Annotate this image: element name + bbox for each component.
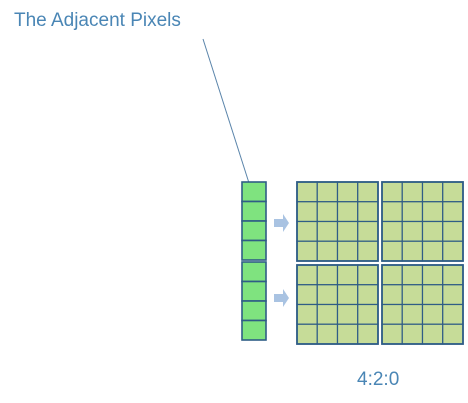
grid-pixel-cell (296, 284, 318, 306)
adjacent-pixel-cell (241, 181, 267, 203)
grid-pixel-cell (316, 264, 339, 286)
grid-pixel-cell (336, 220, 359, 242)
grid-pixel-cell (401, 181, 424, 203)
grid-pixel-cell (421, 240, 444, 262)
grid-pixel-cell (401, 201, 424, 223)
grid-pixel-cell (296, 323, 318, 345)
arrow-right-icon (274, 289, 289, 307)
grid-pixel-cell (442, 303, 464, 325)
grid-pixel-cell (401, 284, 424, 306)
arrow-right-icon (274, 214, 289, 232)
grid-pixel-cell (442, 323, 464, 345)
grid-pixel-cell (442, 181, 464, 203)
adjacent-pixel-cell (241, 300, 267, 322)
grid-pixel-cell (336, 303, 359, 325)
grid-pixel-cell (357, 264, 379, 286)
grid-pixel-cell (316, 201, 339, 223)
grid-pixel-cell (357, 303, 379, 325)
grid-block-border (381, 181, 464, 262)
grid-pixel-cell (381, 264, 403, 286)
grid-pixel-cell (357, 220, 379, 242)
diagram-caption: 4:2:0 (357, 369, 400, 390)
grid-pixel-cell (381, 284, 403, 306)
adjacent-pixel-cell (241, 200, 267, 222)
adjacent-pixel-cell (241, 261, 267, 283)
leader-line (202, 38, 250, 184)
grid-pixel-cell (316, 303, 339, 325)
grid-pixel-cell (357, 323, 379, 345)
grid-pixel-cell (381, 240, 403, 262)
adjacent-pixel-cell (241, 239, 267, 261)
grid-pixel-cell (336, 264, 359, 286)
grid-block-border (296, 264, 379, 345)
grid-pixel-cell (421, 220, 444, 242)
grid-pixel-cell (296, 201, 318, 223)
pixel-grid (296, 181, 464, 345)
grid-pixel-cell (421, 284, 444, 306)
grid-pixel-cell (316, 323, 339, 345)
grid-pixel-cell (336, 201, 359, 223)
grid-pixel-cell (442, 284, 464, 306)
grid-pixel-cell (357, 284, 379, 306)
grid-pixel-cell (381, 323, 403, 345)
grid-pixel-cell (401, 240, 424, 262)
grid-pixel-cell (357, 240, 379, 262)
grid-pixel-cell (421, 323, 444, 345)
grid-block-border (381, 264, 464, 345)
grid-pixel-cell (421, 181, 444, 203)
grid-pixel-cell (442, 264, 464, 286)
grid-pixel-cell (401, 220, 424, 242)
grid-pixel-cell (336, 284, 359, 306)
grid-pixel-cell (442, 240, 464, 262)
grid-pixel-cell (296, 181, 318, 203)
grid-pixel-cell (421, 264, 444, 286)
grid-pixel-cell (442, 220, 464, 242)
diagram-title: The Adjacent Pixels (14, 10, 181, 31)
adjacent-pixel-cell (241, 280, 267, 302)
grid-pixel-cell (381, 181, 403, 203)
grid-pixel-cell (296, 240, 318, 262)
grid-pixel-cell (381, 303, 403, 325)
grid-pixel-cell (316, 284, 339, 306)
arrows (274, 214, 289, 307)
grid-pixel-cell (296, 264, 318, 286)
grid-pixel-cell (401, 303, 424, 325)
adjacent-pixel-cell (241, 319, 267, 341)
grid-pixel-cell (316, 220, 339, 242)
grid-pixel-cell (296, 303, 318, 325)
grid-pixel-cell (357, 201, 379, 223)
grid-pixel-cell (381, 220, 403, 242)
adjacent-pixel-cell (241, 220, 267, 242)
grid-pixel-cell (336, 240, 359, 262)
grid-pixel-cell (381, 201, 403, 223)
grid-pixel-cell (442, 201, 464, 223)
grid-block-border (296, 181, 379, 262)
grid-pixel-cell (401, 323, 424, 345)
grid-pixel-cell (316, 181, 339, 203)
grid-pixel-cell (401, 264, 424, 286)
grid-pixel-cell (336, 181, 359, 203)
grid-pixel-cell (336, 323, 359, 345)
adjacent-pixel-column (241, 181, 267, 341)
leader-line-segment (202, 38, 250, 184)
grid-pixel-cell (296, 220, 318, 242)
grid-pixel-cell (316, 240, 339, 262)
grid-pixel-cell (421, 201, 444, 223)
grid-pixel-cell (421, 303, 444, 325)
grid-pixel-cell (357, 181, 379, 203)
